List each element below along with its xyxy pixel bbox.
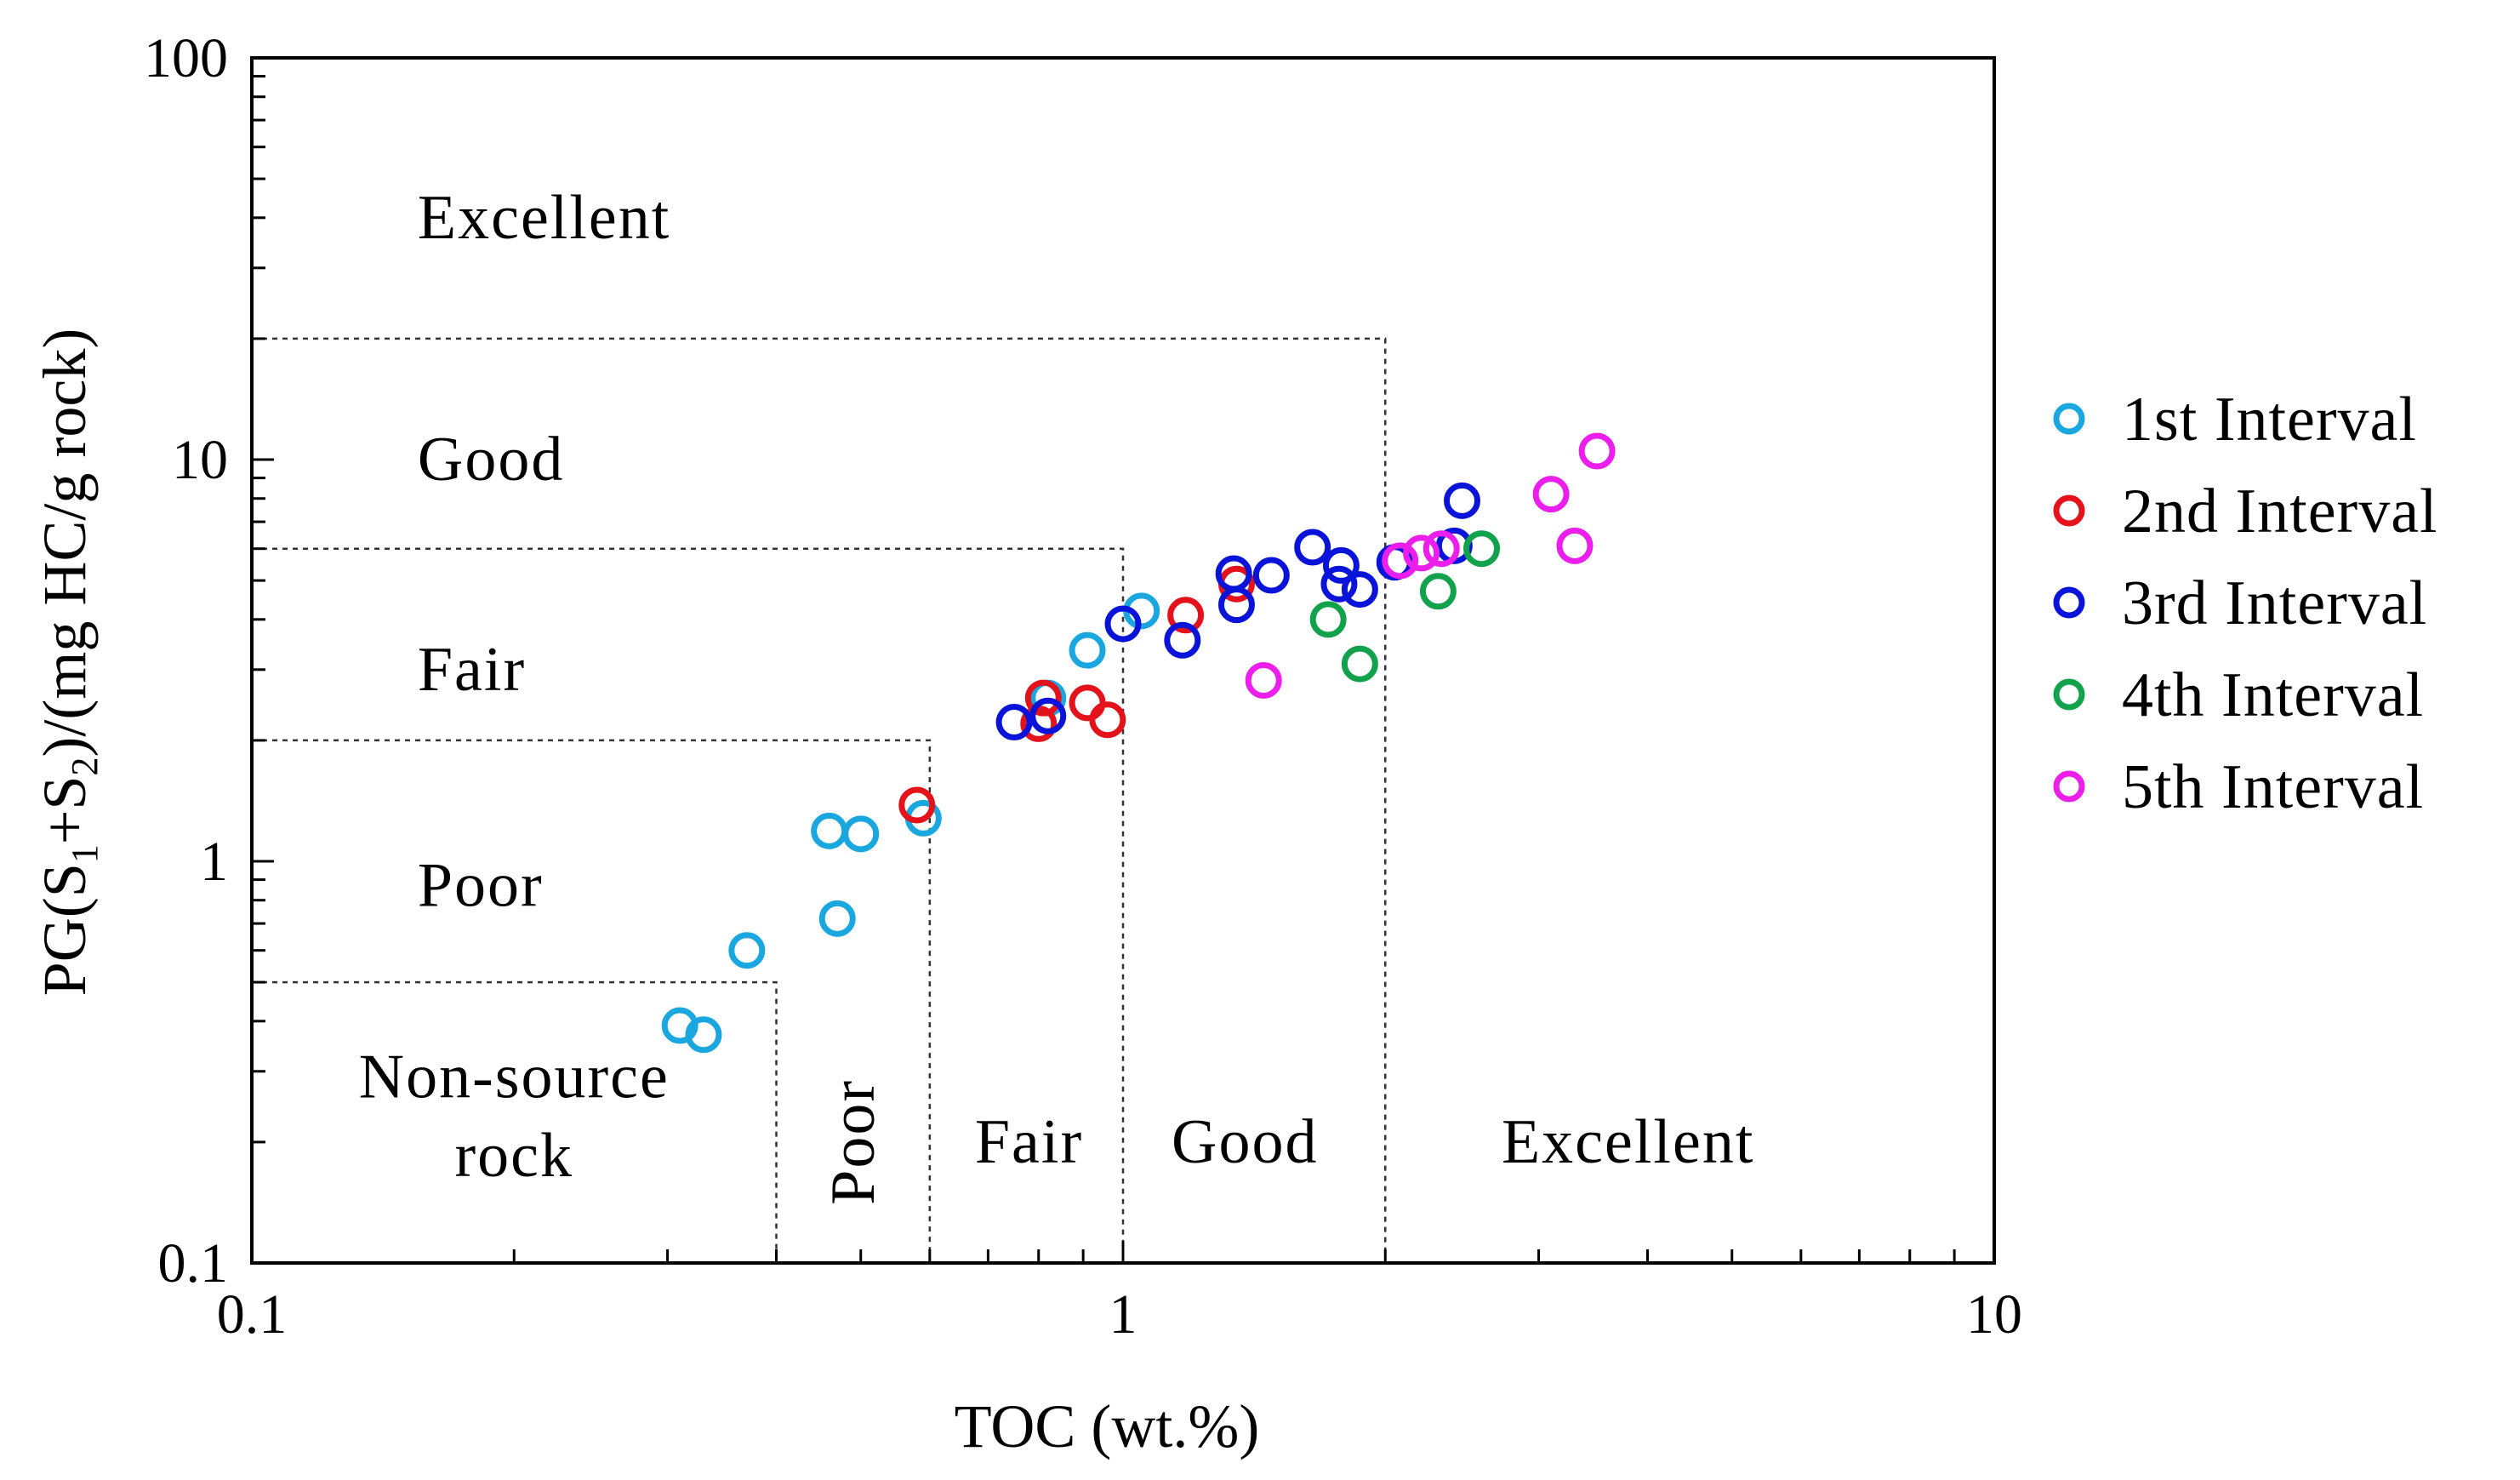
y-axis-title-part: PG(S [31,863,99,996]
data-point [1252,557,1290,594]
y-axis-title-subscript: 2 [64,757,105,776]
data-point [1578,432,1616,470]
data-point [1309,601,1347,638]
data-point [1167,597,1205,634]
data-point [1341,645,1378,683]
data-point [1069,631,1106,669]
data-point [1164,621,1201,659]
y-tick-label: 0.1 [158,1232,229,1294]
y-tick-label: 1 [200,831,228,893]
legend-label: 1st Interval [2122,385,2417,454]
legend-marker [2053,678,2085,711]
data-point [1069,684,1106,722]
legend-label: 4th Interval [2122,660,2424,730]
x-tick-label: 1 [1109,1283,1137,1346]
toc-class-label: Good [1172,1107,1318,1177]
zone-boundary-line [252,547,1125,1263]
data-point [995,704,1033,741]
legend-label: 3rd Interval [2122,569,2427,638]
y-axis-title-part: +S [31,776,99,845]
pg-class-label: Fair [418,635,526,705]
y-axis-title-part: )/(mg HC/g rock) [31,329,99,757]
zone-boundary-line [252,739,932,1263]
data-point [1245,661,1282,699]
data-point [811,812,848,849]
legend-label: 2nd Interval [2122,477,2438,546]
y-axis-title-subscript: 1 [64,844,105,863]
x-tick-label: 10 [1966,1283,2022,1346]
y-tick-label: 100 [144,27,228,89]
data-point [842,815,880,853]
data-point [1556,527,1594,564]
data-point [1294,529,1331,566]
data-point [1217,586,1255,624]
y-tick-label: 10 [172,429,228,491]
data-point [1320,565,1358,603]
y-axis-title: PG(S1+S2)/(mg HC/g rock) [31,329,105,997]
data-point [1462,530,1500,568]
zone-boundary-line [252,337,1387,1263]
pg-class-label: Poor [418,851,544,921]
toc-class-label: Non-source [359,1043,670,1112]
data-point [1419,573,1457,610]
toc-class-label: rock [455,1121,574,1191]
data-point [1104,605,1142,643]
data-point [1422,530,1460,568]
data-point [1382,542,1419,580]
data-point [1532,476,1570,513]
data-point [898,786,936,824]
pg-class-label: Good [418,425,564,494]
data-point [818,900,856,937]
data-point [1020,705,1058,742]
x-tick-label: 0.1 [217,1283,288,1346]
zone-labels: Excellent Good Fair Poor Non-source rock Poor F… [359,183,1754,1205]
toc-class-label: Excellent [1502,1107,1754,1177]
data-point [1089,701,1126,739]
data-point [1322,546,1360,584]
pg-class-label: Excellent [418,183,670,253]
legend-marker [2053,770,2085,803]
data-point [1024,679,1062,717]
data-point [1444,482,1481,519]
data-point [1403,534,1440,572]
x-axis-title: TOC (wt.%) [955,1392,1260,1460]
data-point [1341,571,1378,609]
plot-area-frame [250,56,1996,1265]
legend-marker [2053,403,2085,435]
zone-boundary-line [252,980,778,1263]
data-point [1215,555,1252,592]
legend: 1st Interval 2nd Interval 3rd Interval 4th … [2053,385,2438,822]
toc-class-label: Poor [818,1079,888,1205]
classification-zones [252,337,1387,1263]
legend-label: 5th Interval [2122,752,2424,822]
data-points [661,432,1616,1054]
legend-marker [2053,586,2085,619]
data-point [685,1016,722,1054]
legend-marker [2053,494,2085,527]
data-point [1029,697,1067,734]
data-point [728,932,766,969]
toc-class-label: Fair [975,1107,1083,1177]
